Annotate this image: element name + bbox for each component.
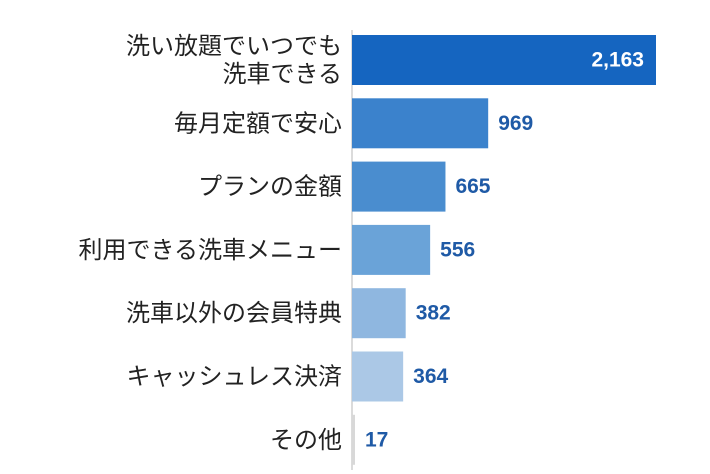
- category-label: その他: [270, 426, 342, 454]
- category-label: キャッシュレス決済: [126, 363, 342, 391]
- data-label: 556: [440, 238, 475, 261]
- bar: [352, 288, 406, 339]
- bar: [352, 351, 404, 402]
- category-label: 洗い放題でいつでも: [126, 32, 342, 60]
- category-label: 洗車できる: [222, 60, 342, 88]
- bar: [352, 224, 431, 275]
- bar: [352, 161, 446, 212]
- bar: [352, 98, 489, 149]
- data-label: 665: [455, 175, 490, 198]
- data-label: 17: [365, 428, 388, 451]
- data-label: 364: [413, 365, 448, 388]
- category-label: 毎月定額で安心: [174, 109, 342, 137]
- category-label: 利用できる洗車メニュー: [78, 236, 342, 264]
- category-label: プランの金額: [198, 173, 342, 201]
- data-label: 969: [498, 112, 533, 135]
- data-label: 2,163: [591, 49, 644, 72]
- bar: [352, 414, 355, 465]
- data-label: 382: [416, 302, 451, 325]
- category-label: 洗車以外の会員特典: [126, 299, 342, 327]
- bar: [352, 35, 656, 85]
